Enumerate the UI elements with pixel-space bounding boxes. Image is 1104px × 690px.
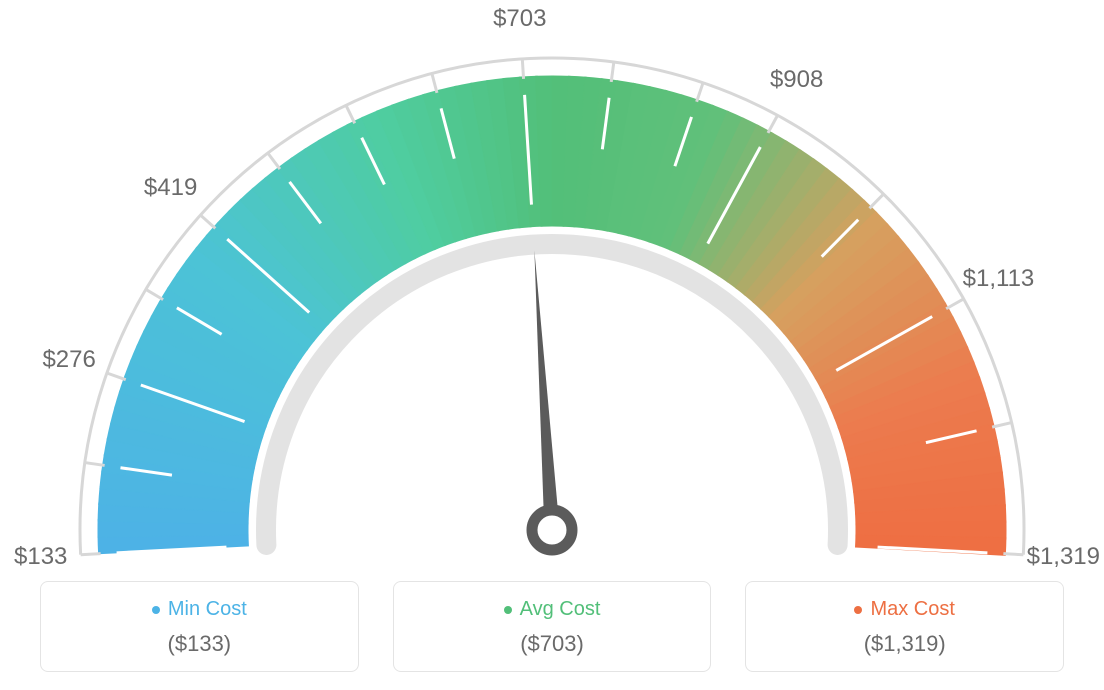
legend-label-min: Min Cost <box>168 598 247 621</box>
gauge-tick-label: $908 <box>770 66 823 94</box>
legend-dot-min <box>152 606 160 614</box>
legend-dot-max <box>854 606 862 614</box>
legend-label-avg: Avg Cost <box>520 598 601 621</box>
legend-card-min: Min Cost ($133) <box>40 581 359 672</box>
legend-value-avg: ($703) <box>404 631 701 657</box>
legend-title-min: Min Cost <box>152 598 247 621</box>
gauge-tick-label: $276 <box>42 346 95 374</box>
chart-container: $133 $276 $419 $703 $908 $1,113 $1,319 Min Cos… <box>0 0 1104 690</box>
legend-card-avg: Avg Cost ($703) <box>393 581 712 672</box>
legend-title-max: Max Cost <box>854 598 954 621</box>
legend-value-max: ($1,319) <box>756 631 1053 657</box>
gauge-tick-label: $1,319 <box>1027 543 1100 571</box>
gauge-tick-label: $703 <box>493 5 546 33</box>
legend-label-max: Max Cost <box>870 598 954 621</box>
legend-title-avg: Avg Cost <box>504 598 601 621</box>
gauge-tick-label: $419 <box>144 174 197 202</box>
gauge-svg <box>0 0 1104 580</box>
gauge-tick-label: $1,113 <box>963 265 1035 293</box>
gauge-tick-label: $133 <box>14 543 67 571</box>
legend-dot-avg <box>504 606 512 614</box>
legend-value-min: ($133) <box>51 631 348 657</box>
legend-row: Min Cost ($133) Avg Cost ($703) Max Cost… <box>0 581 1104 672</box>
gauge-area: $133$276$419$703$908$1,113$1,319 <box>0 0 1104 560</box>
legend-card-max: Max Cost ($1,319) <box>745 581 1064 672</box>
